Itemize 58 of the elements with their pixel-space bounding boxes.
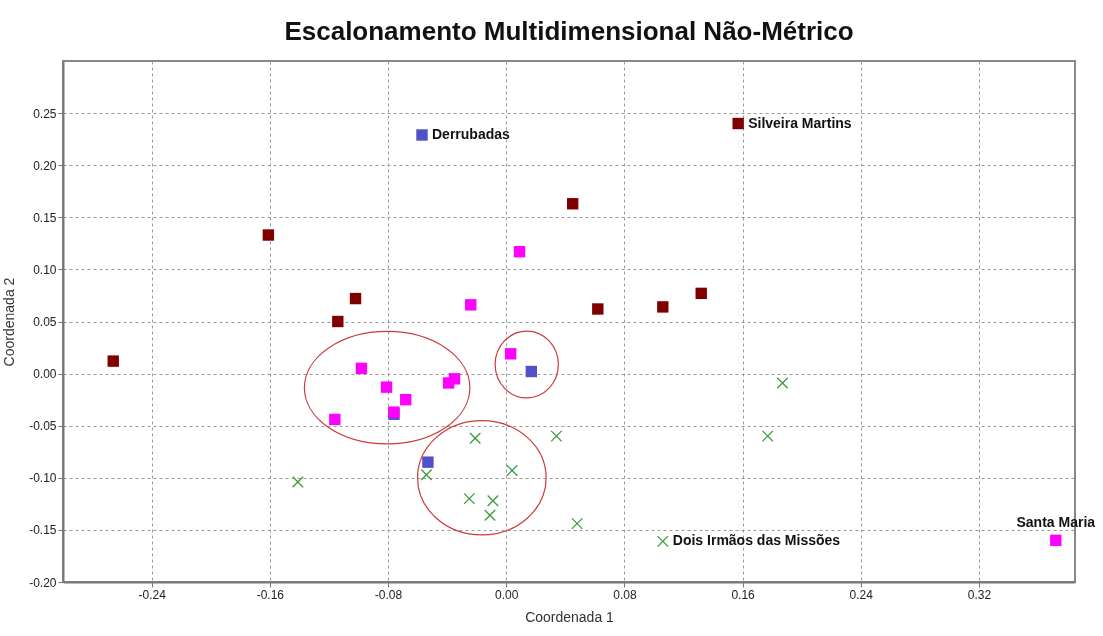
point — [349, 292, 362, 305]
y-tick-label: 0.05 — [33, 315, 57, 329]
point — [695, 287, 707, 300]
point — [566, 198, 579, 210]
point — [504, 348, 517, 360]
point — [332, 315, 344, 328]
y-axis-title: Coordenada 2 — [1, 277, 18, 367]
point — [355, 362, 368, 375]
y-tick-label: -0.05 — [29, 419, 57, 434]
point — [525, 365, 538, 378]
point — [571, 517, 584, 530]
point — [776, 377, 789, 389]
x-tick-label: -0.24 — [138, 587, 167, 602]
y-tick-label: -0.15 — [29, 523, 57, 538]
point — [506, 464, 519, 477]
point — [465, 299, 477, 311]
point — [550, 430, 563, 443]
point — [416, 129, 428, 141]
point — [592, 303, 604, 315]
annotation: Derrubadas — [432, 125, 511, 142]
point — [422, 456, 434, 468]
point — [513, 245, 526, 258]
point — [469, 432, 482, 445]
x-tick-label: 0.08 — [613, 587, 637, 602]
x-tick-label: -0.16 — [256, 587, 285, 602]
y-tick-label: 0.15 — [33, 210, 57, 225]
y-tick-label: 0.20 — [33, 158, 57, 173]
x-tick-label: -0.08 — [374, 587, 403, 602]
annotation: Silveira Martins — [748, 114, 852, 131]
point — [732, 117, 744, 130]
point — [761, 430, 774, 443]
x-tick-label: 0.32 — [967, 587, 992, 602]
annotation: Dois Irmãos das Missões — [672, 532, 841, 549]
point — [329, 413, 341, 426]
point — [380, 381, 393, 393]
point — [448, 373, 461, 385]
y-tick-label: 0.00 — [33, 367, 57, 382]
x-tick-label: 0.16 — [731, 587, 756, 602]
y-tick-label: 0.10 — [33, 262, 57, 277]
point — [262, 229, 275, 241]
point — [400, 393, 412, 406]
point — [656, 535, 669, 548]
point — [657, 301, 669, 313]
point — [463, 492, 476, 505]
y-tick-label: 0.25 — [33, 106, 57, 121]
point — [1050, 534, 1062, 547]
point — [292, 476, 304, 488]
x-tick-label: 0.24 — [849, 587, 874, 602]
y-tick-label: -0.20 — [29, 575, 57, 590]
point — [107, 355, 119, 367]
annotation: Santa Maria — [1016, 514, 1096, 531]
point — [420, 468, 433, 481]
point — [484, 509, 496, 522]
point — [487, 494, 499, 507]
y-tick-label: -0.10 — [29, 471, 57, 486]
x-tick-label: 0.00 — [495, 587, 519, 602]
x-axis-title: Coordenada 1 — [525, 608, 615, 625]
chart-title: Escalonamento Multidimensional Não-Métrico — [284, 16, 854, 46]
